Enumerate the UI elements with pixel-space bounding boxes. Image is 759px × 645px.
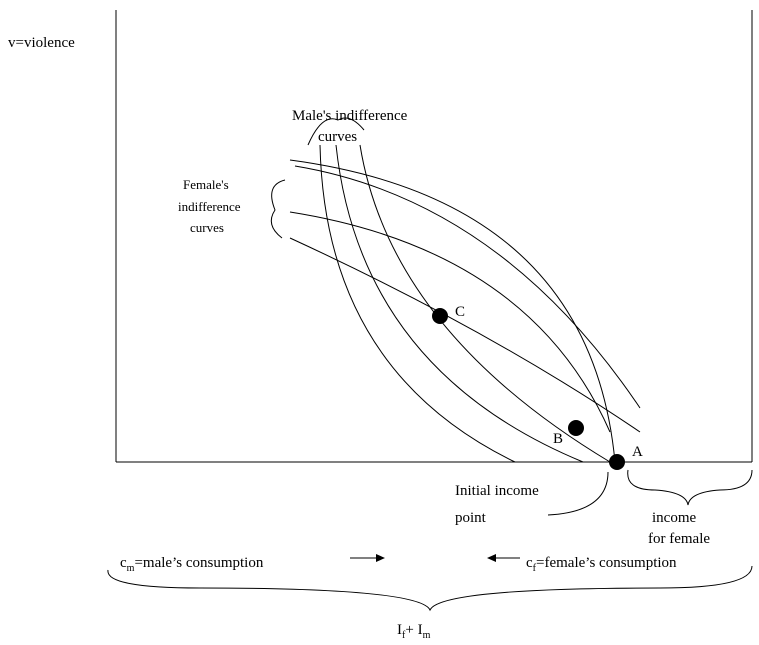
female-curves xyxy=(289,165,641,433)
female-income-label: for female xyxy=(648,531,710,547)
male-curves xyxy=(289,144,616,463)
female-brace xyxy=(270,179,286,239)
point-c xyxy=(432,308,448,324)
female-consumption-label: cf=female’s consumption xyxy=(526,555,677,574)
female-label: curves xyxy=(190,220,224,235)
female-label: Female's xyxy=(183,177,229,192)
male-brace xyxy=(307,117,365,146)
initial-income-label: point xyxy=(455,510,487,526)
male-consumption-label: cm=male’s consumption xyxy=(120,555,264,574)
vertical-axis-label: v=violence xyxy=(8,35,75,51)
female-label: indifference xyxy=(178,199,241,214)
total-income-label: If+ Im xyxy=(397,622,431,641)
total-brace xyxy=(107,565,753,612)
female-income-label: income xyxy=(652,510,696,526)
initial-income-pointer xyxy=(547,471,609,516)
point-b xyxy=(568,420,584,436)
arrows xyxy=(350,554,520,562)
income-brace xyxy=(627,469,753,506)
male-label: Male's indifference xyxy=(292,108,408,124)
point-label: A xyxy=(632,444,643,460)
point-label: B xyxy=(553,431,563,447)
point-a xyxy=(609,454,625,470)
male-label: curves xyxy=(318,129,357,145)
initial-income-label: Initial income xyxy=(455,483,539,499)
point-label: C xyxy=(455,304,465,320)
